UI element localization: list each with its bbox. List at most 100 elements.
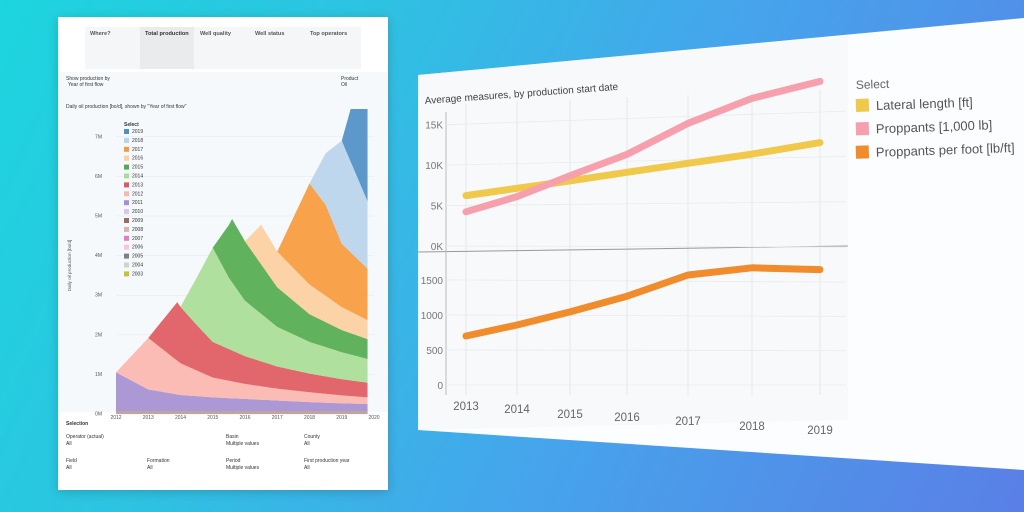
show-production-by-control[interactable]: Show production by Year of first flow: [66, 76, 110, 89]
y-tick-label: 0M: [95, 412, 102, 418]
tab-where[interactable]: Where?: [90, 31, 111, 37]
legend-label[interactable]: 2008: [132, 227, 143, 233]
legend-swatch[interactable]: [124, 191, 129, 197]
legend-swatch[interactable]: [124, 209, 129, 215]
legend-label[interactable]: 2014: [132, 174, 143, 180]
filter-label: Operator (actual): [66, 434, 104, 440]
y-axis-label: Daily oil production [bo/d]: [67, 240, 72, 292]
y-tick-label: 3M: [95, 293, 102, 299]
legend-label[interactable]: 2012: [132, 191, 143, 197]
x-tick-label: 2015: [557, 409, 583, 421]
y-tick-label: 500: [426, 346, 443, 357]
legend-swatch[interactable]: [124, 146, 129, 152]
area-series-2012[interactable]: [116, 337, 368, 405]
legend-swatch[interactable]: [124, 155, 129, 161]
x-tick-label: 2013: [453, 401, 479, 413]
area-series-2003-2011[interactable]: [116, 372, 368, 414]
legend-label[interactable]: 2019: [132, 129, 143, 135]
production-area-chart: 0M 1M 2M 3M 4M 5M 6M 7M 2012 2013 2014 2015 2016 2017…: [67, 109, 380, 419]
y-tick-label: 6M: [95, 174, 102, 180]
filter-basin[interactable]: Basin Multiple values: [226, 434, 259, 447]
area-series-older-years[interactable]: [116, 411, 368, 414]
legend-swatch[interactable]: [124, 253, 129, 259]
y-tick-label: 0: [437, 381, 443, 392]
legend-swatch[interactable]: [124, 182, 129, 188]
legend-swatch[interactable]: [124, 244, 129, 250]
filter-operator[interactable]: Operator (actual) All: [66, 434, 104, 447]
tab-well-status[interactable]: Well status: [255, 31, 285, 37]
area-series-2014[interactable]: [116, 247, 368, 383]
legend-label[interactable]: 2004: [132, 263, 143, 269]
legend-label[interactable]: 2015: [132, 165, 143, 171]
show-by-value: Year of first flow: [68, 82, 104, 89]
filter-formation[interactable]: Formation All: [147, 458, 170, 471]
legend-swatch[interactable]: [124, 200, 129, 206]
filter-label: Period: [226, 458, 241, 464]
area-series-2016[interactable]: [116, 219, 368, 373]
legend-swatch[interactable]: [124, 218, 129, 223]
y-tick-label: 10K: [425, 161, 443, 172]
y-tick-label: 5K: [431, 202, 444, 213]
legend-label[interactable]: Proppants per foot [lb/ft]: [876, 140, 1015, 160]
line-series-proppants-1-000-lb-[interactable]: [462, 77, 824, 216]
x-tick-label: 2016: [239, 415, 250, 419]
filter-label: Field: [66, 458, 77, 464]
legend-label[interactable]: Lateral length [ft]: [876, 95, 973, 113]
filter-field[interactable]: Field All: [66, 458, 77, 471]
area-series-2018[interactable]: [116, 140, 368, 373]
legend-label[interactable]: 2013: [132, 182, 143, 188]
legend-swatch[interactable]: [124, 137, 129, 143]
x-tick-label: 2016: [614, 412, 640, 424]
legend-label[interactable]: 2011: [132, 200, 143, 206]
x-tick-label: 2012: [110, 415, 121, 419]
x-tick-label: 2014: [175, 415, 186, 419]
area-series-2015[interactable]: [116, 219, 368, 373]
legend-swatch[interactable]: [855, 121, 870, 136]
legend-label[interactable]: 2017: [132, 147, 143, 153]
filter-label: Basin: [226, 434, 239, 440]
legend-swatch[interactable]: [124, 271, 129, 277]
legend-swatch[interactable]: [855, 145, 870, 159]
filter-value: All: [66, 440, 72, 447]
filter-value: All: [304, 464, 310, 471]
tab-total-production[interactable]: Total production: [140, 27, 194, 69]
horizontal-gridline: [445, 201, 847, 206]
x-tick-label: 2017: [675, 416, 701, 428]
horizontal-gridline: [445, 349, 847, 352]
area-series-2017[interactable]: [116, 183, 368, 373]
filter-value: Multiple values: [226, 464, 260, 471]
x-tick-label: 2018: [739, 421, 765, 433]
product-control[interactable]: Product Oil: [341, 76, 358, 89]
filter-first-production-year[interactable]: First production year All: [304, 458, 350, 471]
legend-label[interactable]: 2003: [132, 271, 143, 277]
legend-swatch[interactable]: [124, 173, 129, 179]
line-series-proppants-per-foot-lb-ft-[interactable]: [462, 264, 824, 340]
line-series-lateral-length-ft-[interactable]: [462, 139, 824, 200]
x-tick-label: 2020: [368, 415, 379, 419]
legend-swatch[interactable]: [124, 129, 129, 134]
legend-label[interactable]: 2007: [132, 236, 143, 242]
legend-label[interactable]: Proppants [1,000 lb]: [876, 117, 993, 136]
legend-swatch[interactable]: [855, 98, 870, 112]
legend-label[interactable]: 2016: [132, 156, 143, 162]
legend-swatch[interactable]: [124, 235, 129, 241]
filter-period[interactable]: Period Multiple values: [226, 458, 259, 471]
area-series-2013[interactable]: [116, 302, 368, 398]
filter-label: First production year: [304, 458, 350, 464]
legend-label[interactable]: 2018: [132, 138, 143, 144]
legend-swatch[interactable]: [124, 226, 129, 232]
filter-county[interactable]: County All: [304, 434, 320, 447]
tab-well-quality[interactable]: Well quality: [200, 31, 231, 37]
legend-label[interactable]: 2009: [132, 218, 143, 224]
legend-label[interactable]: 2005: [132, 254, 143, 260]
legend-swatch[interactable]: [124, 262, 129, 268]
legend-label[interactable]: 2006: [132, 245, 143, 251]
legend-swatch[interactable]: [124, 164, 129, 170]
y-tick-label: 1M: [95, 372, 102, 378]
x-tick-label: 2017: [272, 415, 283, 419]
y-tick-label: 5M: [95, 214, 102, 220]
x-tick-label: 2019: [336, 415, 347, 419]
tab-top-operators[interactable]: Top operators: [310, 31, 348, 37]
legend-label[interactable]: 2010: [132, 209, 143, 215]
